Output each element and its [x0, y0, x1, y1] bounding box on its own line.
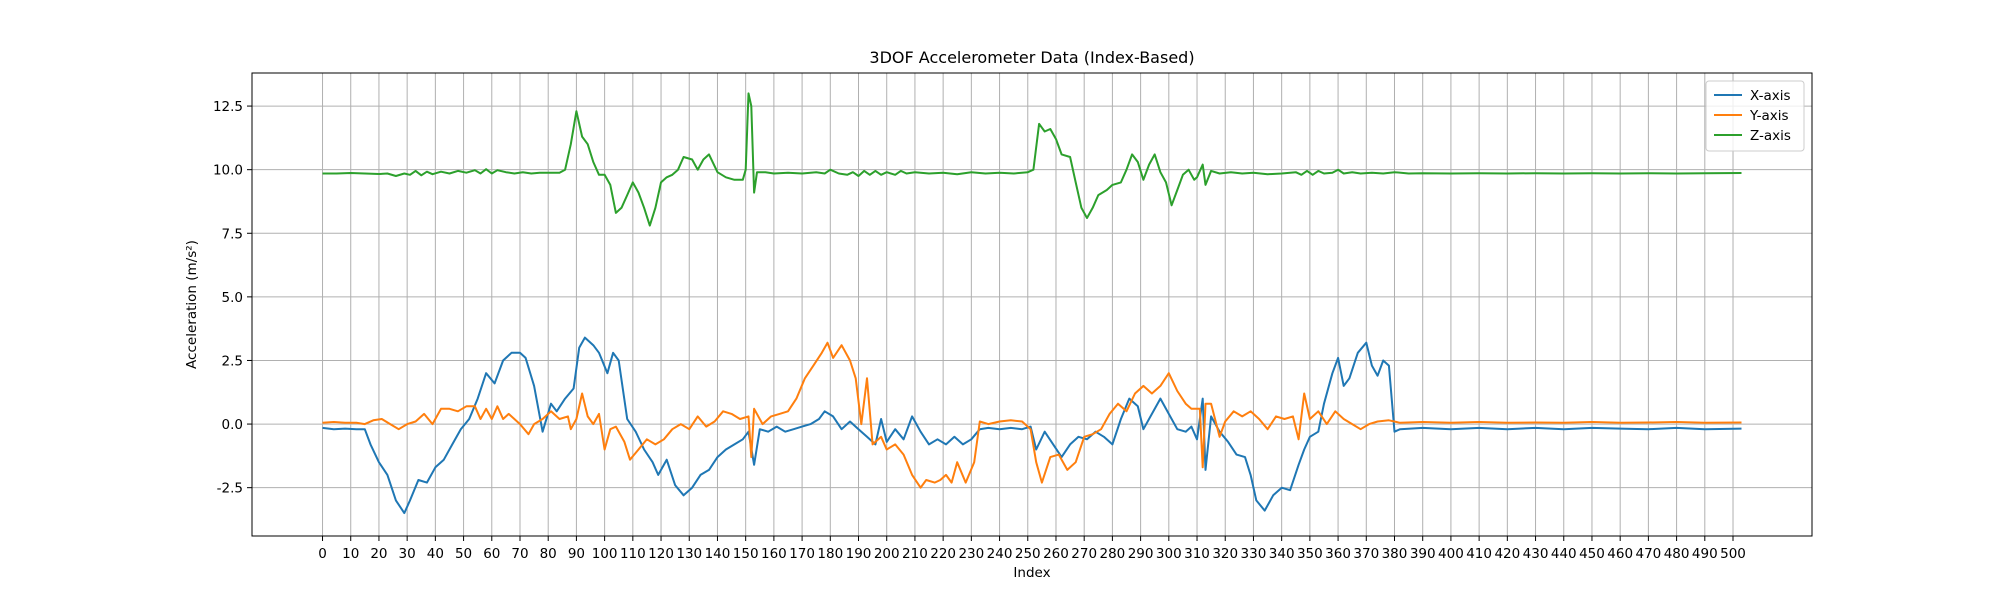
- x-tick-label: 350: [1297, 546, 1323, 562]
- x-tick-label: 440: [1551, 546, 1577, 562]
- x-tick-label: 310: [1184, 546, 1210, 562]
- x-tick-label: 280: [1100, 546, 1126, 562]
- y-tick-label: 5.0: [222, 290, 243, 306]
- x-tick-label: 110: [620, 546, 646, 562]
- x-tick-label: 480: [1664, 546, 1690, 562]
- x-tick-label: 200: [874, 546, 900, 562]
- plot-frame: [251, 72, 1813, 537]
- x-tick-label: 320: [1212, 546, 1238, 562]
- grid: [252, 73, 1812, 536]
- series-line-x-axis: [322, 336, 1742, 515]
- x-tick-label: 160: [761, 546, 787, 562]
- x-tick-label: 20: [370, 546, 387, 562]
- x-tick-label: 120: [648, 546, 674, 562]
- x-tick-label: 390: [1410, 546, 1436, 562]
- x-tick-label: 170: [789, 546, 815, 562]
- legend-box: [1705, 80, 1805, 152]
- x-axis-ticks: 0 10 20 30 40 50 60 70 80 90 100 110 120 130 140 150 160…: [318, 536, 1746, 562]
- x-tick-label: 410: [1466, 546, 1492, 562]
- x-tick-label: 240: [987, 546, 1013, 562]
- x-tick-label: 180: [817, 546, 843, 562]
- x-tick-label: 10: [342, 546, 359, 562]
- x-tick-label: 300: [1156, 546, 1182, 562]
- y-axis-label: Acceleration (m/s²): [184, 240, 200, 369]
- y-tick-label: 12.5: [213, 99, 243, 115]
- x-tick-label: 130: [676, 546, 702, 562]
- x-tick-label: 0: [318, 546, 327, 562]
- x-tick-label: 140: [705, 546, 731, 562]
- x-tick-label: 70: [511, 546, 528, 562]
- legend-label: X-axis: [1750, 88, 1791, 104]
- series-line-y-axis: [322, 341, 1742, 489]
- y-tick-label: 2.5: [222, 353, 243, 369]
- x-tick-label: 370: [1353, 546, 1379, 562]
- x-tick-label: 220: [930, 546, 956, 562]
- y-tick-label: 7.5: [222, 226, 243, 242]
- x-tick-label: 30: [399, 546, 416, 562]
- x-tick-label: 100: [592, 546, 618, 562]
- x-tick-label: 150: [733, 546, 759, 562]
- x-tick-label: 250: [1015, 546, 1041, 562]
- legend: X-axis Y-axis Z-axis: [1705, 80, 1805, 152]
- legend-label: Y-axis: [1749, 108, 1789, 124]
- x-tick-label: 230: [958, 546, 984, 562]
- y-tick-label: 10.0: [213, 163, 243, 179]
- y-axis-ticks: -2.5 0.0 2.5 5.0 7.5 10.0 12.5: [213, 99, 252, 497]
- x-axis-label: Index: [1013, 565, 1050, 581]
- x-tick-label: 460: [1607, 546, 1633, 562]
- x-tick-label: 260: [1043, 546, 1069, 562]
- x-tick-label: 60: [483, 546, 500, 562]
- x-tick-label: 330: [1241, 546, 1267, 562]
- x-tick-label: 430: [1523, 546, 1549, 562]
- x-tick-label: 50: [455, 546, 472, 562]
- y-tick-label: -2.5: [217, 481, 243, 497]
- x-tick-label: 270: [1071, 546, 1097, 562]
- x-tick-label: 400: [1438, 546, 1464, 562]
- x-tick-label: 450: [1579, 546, 1605, 562]
- x-tick-label: 500: [1720, 546, 1746, 562]
- x-tick-label: 470: [1635, 546, 1661, 562]
- x-tick-label: 40: [427, 546, 444, 562]
- x-tick-label: 210: [902, 546, 928, 562]
- x-tick-label: 380: [1382, 546, 1408, 562]
- legend-label: Z-axis: [1750, 128, 1791, 144]
- x-tick-label: 360: [1325, 546, 1351, 562]
- y-tick-label: 0.0: [222, 417, 243, 433]
- x-tick-label: 340: [1269, 546, 1295, 562]
- x-tick-label: 90: [568, 546, 585, 562]
- chart-title: 3DOF Accelerometer Data (Index-Based): [869, 48, 1194, 67]
- x-tick-label: 290: [1128, 546, 1154, 562]
- series-layer: [322, 92, 1742, 515]
- x-tick-label: 190: [846, 546, 872, 562]
- x-tick-label: 490: [1692, 546, 1718, 562]
- x-tick-label: 80: [540, 546, 557, 562]
- series-line-z-axis: [322, 92, 1742, 227]
- x-tick-label: 420: [1494, 546, 1520, 562]
